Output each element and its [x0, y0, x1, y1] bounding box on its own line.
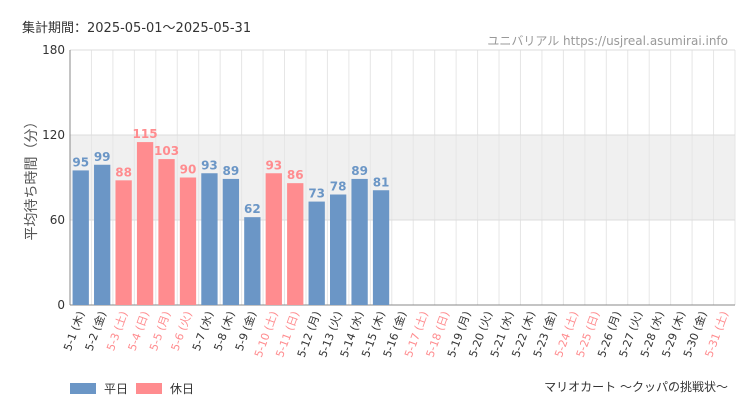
y-tick-label: 60	[50, 213, 65, 227]
bar-value-label: 73	[308, 187, 325, 201]
bar-value-label: 90	[180, 163, 197, 177]
bar	[72, 170, 89, 305]
legend-holiday: 休日	[136, 380, 194, 397]
bar-value-label: 103	[154, 144, 179, 158]
bar	[329, 194, 347, 305]
bar	[201, 173, 218, 305]
bar	[351, 178, 368, 305]
legend-weekday-swatch	[70, 383, 96, 394]
bar-value-label: 88	[115, 165, 132, 179]
bar-value-label: 115	[133, 127, 158, 141]
bar-value-label: 95	[72, 155, 89, 169]
y-tick-label: 180	[42, 43, 65, 57]
bar-value-label: 89	[351, 164, 368, 178]
legend-weekday: 平日	[70, 380, 128, 397]
bar-value-label: 89	[223, 164, 240, 178]
bar-value-label: 78	[330, 180, 347, 194]
bar-value-label: 81	[373, 175, 390, 189]
bar	[94, 164, 111, 305]
bar	[287, 183, 304, 305]
bar	[372, 190, 390, 305]
attraction-name: マリオカート ～クッパの挑戦状～	[544, 380, 728, 394]
y-tick-label: 0	[57, 298, 65, 312]
legend-holiday-swatch	[136, 383, 162, 394]
bar	[265, 173, 282, 305]
y-tick-label: 120	[42, 128, 65, 142]
site-credit: ユニバリアル https://usjreal.asumirai.info	[487, 34, 728, 48]
bar	[136, 142, 154, 305]
bar-value-label: 93	[201, 158, 218, 172]
bar-value-label: 86	[287, 168, 304, 182]
bar-value-label: 93	[265, 158, 282, 172]
bar	[244, 217, 261, 305]
bar	[158, 159, 175, 305]
bar	[115, 180, 132, 305]
bar	[179, 177, 197, 305]
bar	[222, 178, 240, 305]
y-axis-label: 平均待ち時間（分）	[24, 115, 40, 241]
legend-weekday-label: 平日	[104, 382, 129, 396]
legend-holiday-label: 休日	[170, 382, 195, 396]
bar	[308, 201, 325, 305]
period-label: 集計期間：2025-05-01～2025-05-31	[22, 21, 252, 36]
bar-value-label: 62	[244, 202, 261, 216]
bar-value-label: 99	[94, 150, 111, 164]
